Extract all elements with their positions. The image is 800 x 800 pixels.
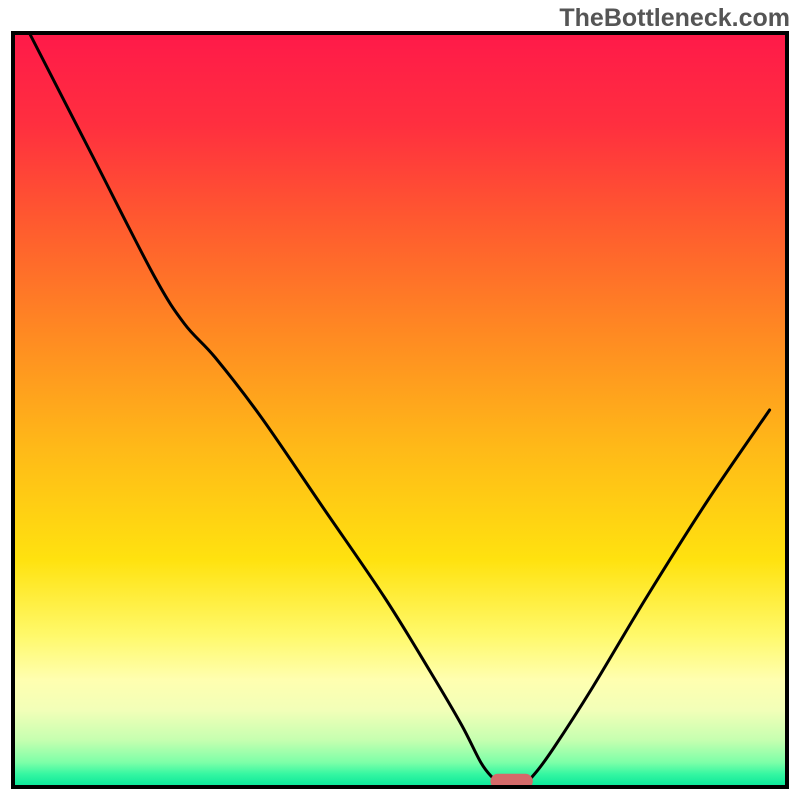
bottleneck-chart: TheBottleneck.com xyxy=(0,0,800,800)
chart-background xyxy=(15,35,785,785)
chart-svg xyxy=(0,0,800,800)
watermark-label: TheBottleneck.com xyxy=(559,4,790,33)
